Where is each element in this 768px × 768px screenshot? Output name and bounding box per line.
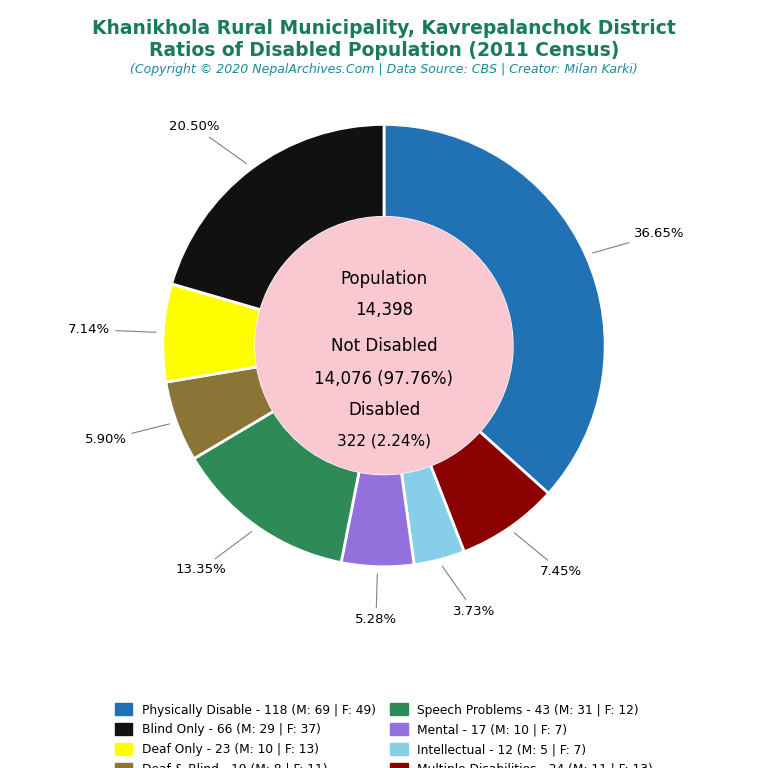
Wedge shape [171,124,384,310]
Text: 14,076 (97.76%): 14,076 (97.76%) [315,369,453,388]
Text: Population: Population [340,270,428,288]
Wedge shape [384,124,605,493]
Circle shape [256,217,512,474]
Wedge shape [341,472,414,567]
Wedge shape [431,432,548,551]
Wedge shape [194,411,359,563]
Text: 322 (2.24%): 322 (2.24%) [337,433,431,449]
Text: (Copyright © 2020 NepalArchives.Com | Data Source: CBS | Creator: Milan Karki): (Copyright © 2020 NepalArchives.Com | Da… [130,63,638,76]
Text: 7.45%: 7.45% [515,533,582,578]
Text: 5.28%: 5.28% [355,574,397,626]
Text: Khanikhola Rural Municipality, Kavrepalanchok District: Khanikhola Rural Municipality, Kavrepala… [92,19,676,38]
Text: Disabled: Disabled [348,401,420,419]
Legend: Physically Disable - 118 (M: 69 | F: 49), Blind Only - 66 (M: 29 | F: 37), Deaf : Physically Disable - 118 (M: 69 | F: 49)… [109,697,659,768]
Text: Ratios of Disabled Population (2011 Census): Ratios of Disabled Population (2011 Cens… [149,41,619,60]
Text: 3.73%: 3.73% [442,566,495,617]
Wedge shape [163,284,261,382]
Wedge shape [166,367,273,458]
Text: Not Disabled: Not Disabled [331,336,437,355]
Wedge shape [402,465,464,564]
Text: 36.65%: 36.65% [593,227,685,253]
Text: 20.50%: 20.50% [169,120,247,164]
Text: 14,398: 14,398 [355,301,413,319]
Text: 5.90%: 5.90% [84,424,170,446]
Text: 13.35%: 13.35% [175,531,252,576]
Text: 7.14%: 7.14% [68,323,156,336]
